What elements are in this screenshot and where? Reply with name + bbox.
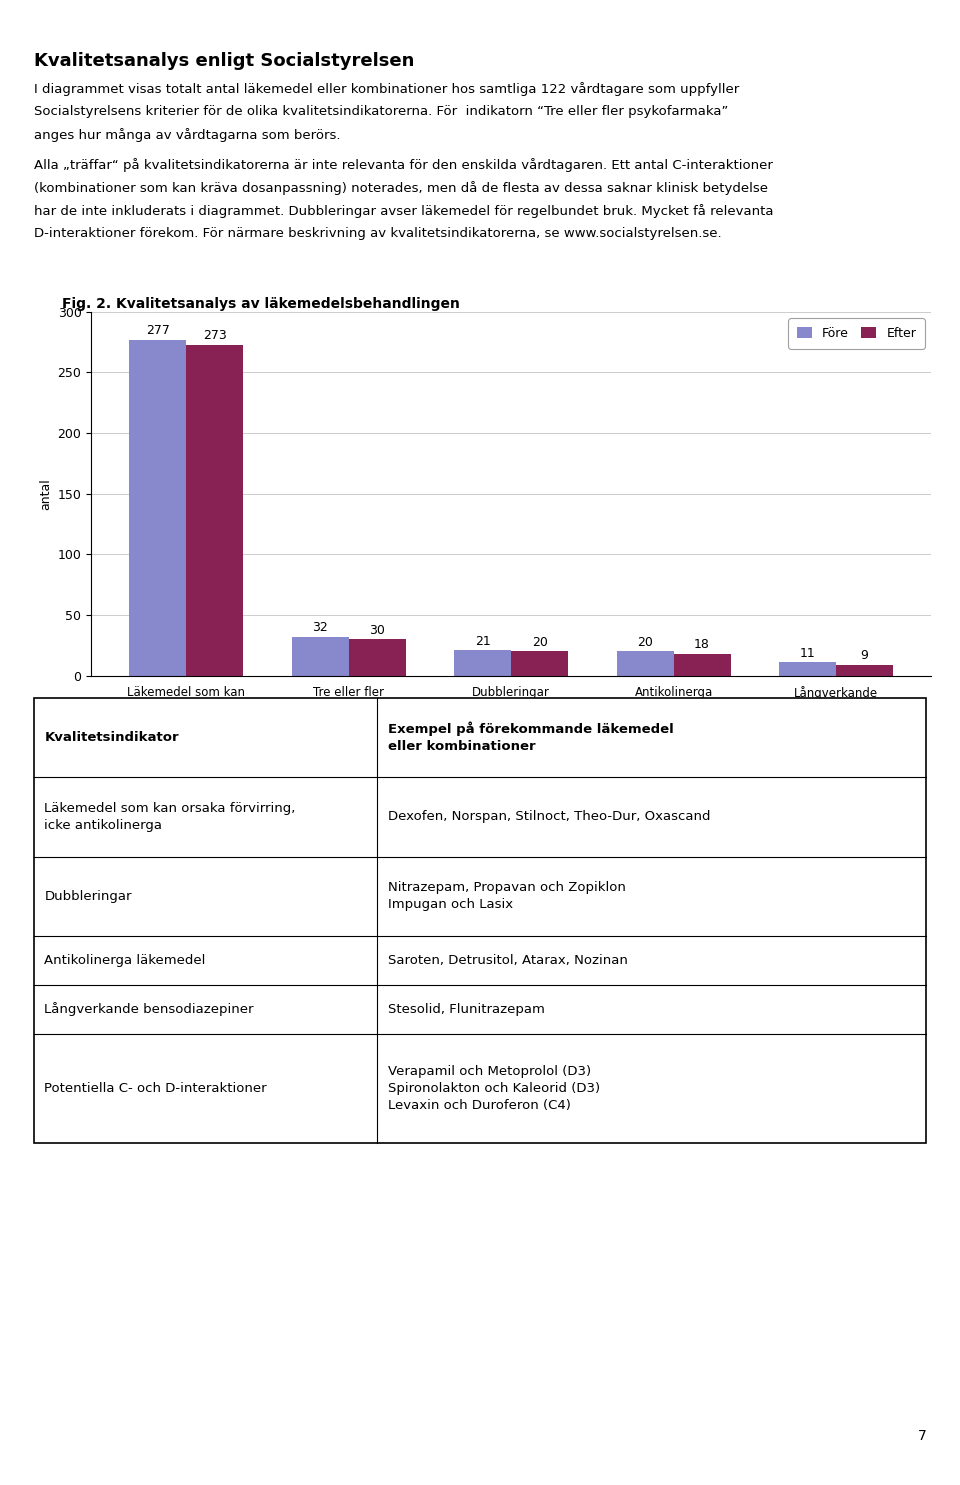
Text: (kombinationer som kan kräva dosanpassning) noterades, men då de flesta av dessa: (kombinationer som kan kräva dosanpassni… [34,181,768,195]
Text: I diagrammet visas totalt antal läkemedel eller kombinationer hos samtliga 122 v: I diagrammet visas totalt antal läkemede… [34,82,739,95]
Bar [836,665,893,676]
Text: 273: 273 [203,330,227,342]
Text: Exempel på förekommande läkemedel
eller kombinationer: Exempel på förekommande läkemedel eller … [388,722,674,753]
Text: Nitrazepam, Propavan och Zopiklon
Impugan och Lasix: Nitrazepam, Propavan och Zopiklon Impuga… [388,881,626,912]
Text: Alla „träffar“ på kvalitetsindikatorerna är inte relevanta för den enskilda vård: Alla „träffar“ på kvalitetsindikatorerna… [34,159,773,172]
Text: 9: 9 [861,649,869,662]
Text: 21: 21 [475,634,491,647]
Text: Potentiella C- och D-interaktioner: Potentiella C- och D-interaktioner [44,1083,267,1094]
Text: Saroten, Detrusitol, Atarax, Nozinan: Saroten, Detrusitol, Atarax, Nozinan [388,953,628,967]
Bar [130,340,186,676]
Text: Verapamil och Metoprolol (D3)
Spironolakton och Kaleorid (D3)
Levaxin och Durofe: Verapamil och Metoprolol (D3) Spironolak… [388,1065,600,1112]
Text: Dexofen, Norspan, Stilnoct, Theo-Dur, Oxascand: Dexofen, Norspan, Stilnoct, Theo-Dur, Ox… [388,811,710,824]
Text: 30: 30 [370,624,385,637]
Text: Socialstyrelsens kriterier för de olika kvalitetsindikatorerna. För  indikatorn : Socialstyrelsens kriterier för de olika … [34,104,728,117]
Text: Dubbleringar: Dubbleringar [44,890,132,903]
Bar [292,637,348,676]
Text: Läkemedel som kan orsaka förvirring,
icke antikolinerga: Läkemedel som kan orsaka förvirring, ick… [44,802,296,832]
Text: 20: 20 [637,636,653,649]
Text: 18: 18 [694,639,710,652]
Text: 277: 277 [146,324,170,337]
Text: 7: 7 [918,1430,926,1443]
Bar [186,345,243,676]
Text: Antikolinerga läkemedel: Antikolinerga läkemedel [44,953,205,967]
Text: Kvalitetsindikator: Kvalitetsindikator [44,731,179,744]
Text: 20: 20 [532,636,547,649]
Bar [780,662,836,676]
Text: 11: 11 [800,647,816,659]
Text: har de inte inkluderats i diagrammet. Dubbleringar avser läkemedel för regelbund: har de inte inkluderats i diagrammet. Du… [34,203,773,218]
Legend: Före, Efter: Före, Efter [788,318,924,349]
Bar [348,639,405,676]
Text: D-interaktioner förekom. För närmare beskrivning av kvalitetsindikatorerna, se w: D-interaktioner förekom. För närmare bes… [34,227,721,241]
Bar [454,650,511,676]
Bar [511,652,568,676]
Text: Stesolid, Flunitrazepam: Stesolid, Flunitrazepam [388,1002,545,1016]
Text: 32: 32 [312,621,328,634]
Bar [674,653,731,676]
Text: Kvalitetsanalys enligt Socialstyrelsen: Kvalitetsanalys enligt Socialstyrelsen [34,52,414,70]
Y-axis label: antal: antal [39,478,52,509]
Text: anges hur många av vårdtagarna som berörs.: anges hur många av vårdtagarna som berör… [34,128,340,141]
Bar [617,652,674,676]
Text: Fig. 2. Kvalitetsanalys av läkemedelsbehandlingen: Fig. 2. Kvalitetsanalys av läkemedelsbeh… [62,297,460,310]
Text: Långverkande bensodiazepiner: Långverkande bensodiazepiner [44,1002,253,1016]
